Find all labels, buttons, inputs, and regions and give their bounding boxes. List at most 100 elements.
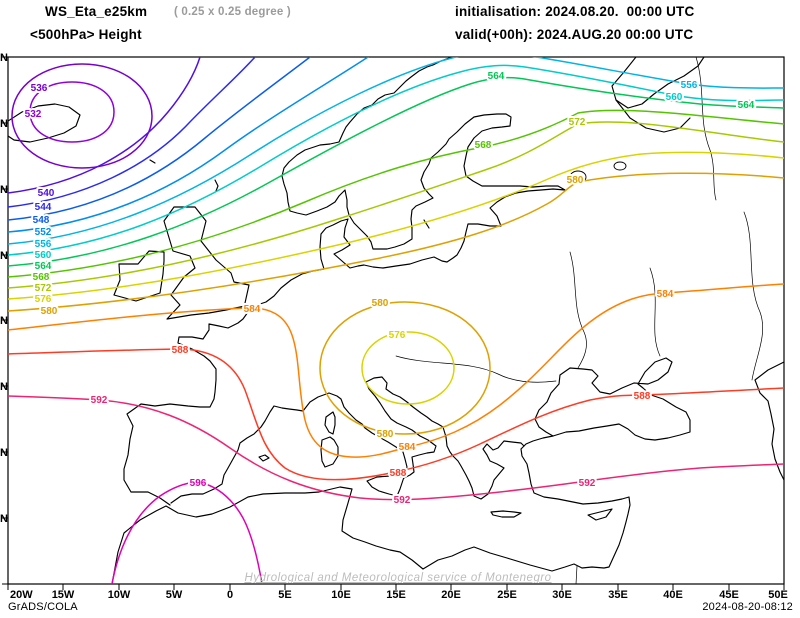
contour-label: 556 (35, 239, 52, 250)
river-dvina (695, 57, 717, 201)
coastline-faroe (149, 159, 156, 164)
x-axis-label: 35E (608, 589, 628, 601)
lake-onega (613, 161, 627, 171)
y-axis-label: N (0, 118, 8, 130)
coastline-ireland (113, 250, 165, 302)
x-axis-label: 50E (768, 589, 788, 601)
contour-label: 588 (390, 468, 407, 479)
contour-label: 564 (35, 261, 52, 272)
river-don (649, 267, 661, 357)
grads-credit: GrADS/COLA (8, 601, 78, 613)
contour-540 (8, 57, 201, 194)
contour-label: 580 (567, 175, 584, 186)
contour-label: 540 (38, 188, 55, 199)
x-axis-label: 5W (166, 589, 183, 601)
coastline-white-sea-inner (615, 99, 691, 133)
contour-576-cutoff (361, 331, 455, 405)
coastline-black-sea (534, 357, 691, 441)
coastline-iberia-france-scandinavia (123, 57, 566, 506)
contour-label: 560 (666, 92, 683, 103)
x-axis-label: 10E (331, 589, 351, 601)
contour-label: 544 (35, 202, 52, 213)
coastline-sicily (366, 475, 405, 497)
x-axis-label: 25E (497, 589, 517, 601)
contour-564 (8, 76, 784, 267)
coastline-mallorca (258, 454, 270, 462)
contour-label: 556 (681, 80, 698, 91)
river-danube (395, 355, 557, 383)
coastline-caspian (754, 361, 784, 481)
x-axis-label: 5E (278, 589, 291, 601)
watermark: Hydrological and Meteorological service … (244, 572, 551, 584)
x-axis-label: 20W (10, 589, 33, 601)
contour-label: 564 (738, 100, 755, 111)
contour-532 (29, 81, 115, 143)
river-volga (743, 211, 764, 381)
contour-label: 568 (475, 140, 492, 151)
x-axis-label: 0 (227, 589, 233, 601)
x-axis-label: 40E (663, 589, 683, 601)
model-title: WS_Eta_e25km (45, 4, 148, 19)
contour-548 (8, 57, 311, 221)
coastline-mediterranean-europe (170, 376, 525, 504)
river-dnieper (569, 251, 587, 369)
contour-labels: 536 532 540 544 548 552 556 560 564 568 … (23, 69, 757, 508)
contour-label: 572 (35, 283, 52, 294)
contour-label: 588 (172, 345, 189, 356)
contour-label: 592 (579, 478, 596, 489)
coastline-iceland (8, 103, 81, 143)
contour-552 (8, 57, 369, 233)
coastline-cyprus (587, 508, 613, 521)
y-axis-label: N (0, 52, 8, 64)
contour-label: 580 (41, 306, 58, 317)
field-title: <500hPa> Height (30, 27, 142, 42)
contour-label: 584 (657, 289, 674, 300)
y-axis-labels: N N N N N N N N (0, 52, 8, 525)
coastline-corsica (324, 411, 336, 435)
x-axis-label: 30E (552, 589, 572, 601)
river-nile (575, 565, 578, 584)
contour-label: 584 (244, 304, 261, 315)
contour-label: 584 (399, 442, 416, 453)
y-axis-label: N (0, 250, 8, 262)
contour-label: 588 (634, 391, 651, 402)
contour-584 (8, 283, 784, 458)
coastline-africa-levant-turkey (111, 435, 631, 584)
contour-544 (8, 57, 256, 208)
contour-label: 592 (91, 395, 108, 406)
contour-label: 536 (31, 83, 48, 94)
contour-536 (11, 63, 153, 169)
contour-label: 596 (190, 478, 207, 489)
x-axis-label: 15E (386, 589, 406, 601)
contour-label: 548 (33, 215, 50, 226)
contour-596 (111, 481, 263, 584)
valid-time-label: valid(+00h): 2024.AUG.20 00:00 UTC (455, 27, 694, 42)
contour-572 (8, 121, 784, 289)
contour-556 (8, 57, 784, 245)
y-axis-label: N (0, 184, 8, 196)
x-axis-label: 20E (441, 589, 461, 601)
contour-label: 560 (35, 250, 52, 261)
contour-580-cutoff (319, 301, 491, 435)
contour-label: 580 (372, 298, 389, 309)
y-axis-label: N (0, 315, 8, 327)
model-resolution: ( 0.25 x 0.25 degree ) (174, 6, 291, 18)
contour-label: 576 (389, 330, 406, 341)
contour-label: 552 (35, 227, 52, 238)
contour-label: 532 (25, 109, 42, 120)
y-axis-label: N (0, 513, 8, 525)
x-axis-ticks (7, 584, 785, 590)
coastline-sardinia (320, 436, 339, 468)
contour-560 (8, 64, 784, 256)
lake-ladoga (569, 170, 587, 184)
contour-label: 580 (377, 429, 394, 440)
render-timestamp: 2024-08-20-08:12 (702, 601, 793, 613)
contour-592 (8, 395, 784, 501)
contour-568 (8, 109, 784, 278)
y-axis-ticks (2, 56, 8, 585)
contour-label: 576 (35, 294, 52, 305)
x-axis-label: 10W (108, 589, 131, 601)
y-axis-label: N (0, 381, 8, 393)
contour-label: 592 (394, 495, 411, 506)
contour-label: 568 (33, 272, 50, 283)
